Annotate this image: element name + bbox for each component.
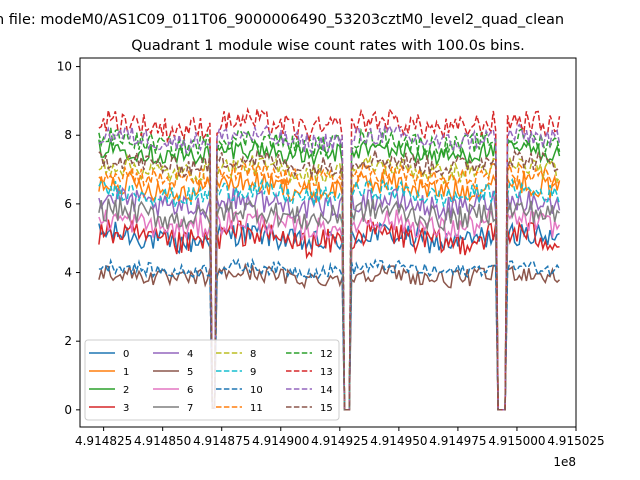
legend-label-15: 15: [320, 403, 333, 414]
legend-label-14: 14: [320, 385, 333, 396]
series-line-5: [98, 262, 561, 411]
y-tick-label: 10: [57, 60, 72, 74]
legend-label-10: 10: [250, 385, 263, 396]
series-line-6: [98, 207, 561, 411]
x-tick-label: 4.915025: [547, 434, 604, 448]
legend-label-5: 5: [187, 367, 193, 378]
y-tick-label: 2: [64, 334, 72, 348]
legend-label-6: 6: [187, 385, 193, 396]
series-line-7: [98, 197, 561, 411]
series-line-11: [98, 161, 560, 411]
y-tick-label: 0: [64, 403, 72, 417]
y-tick-label: 8: [64, 128, 72, 142]
series-line-12: [98, 126, 561, 411]
legend-label-0: 0: [123, 349, 129, 360]
legend-label-3: 3: [123, 403, 129, 414]
series-line-15: [98, 149, 560, 411]
x-tick-label: 4.914925: [311, 434, 368, 448]
legend-label-13: 13: [320, 367, 333, 378]
axes-frame: [79, 57, 577, 428]
x-tick-label: 4.914850: [134, 434, 191, 448]
legend-label-4: 4: [187, 349, 193, 360]
x-tick-label: 4.914875: [193, 434, 250, 448]
x-tick-label: 4.914950: [370, 434, 427, 448]
legend-label-7: 7: [187, 403, 193, 414]
series-line-1: [98, 170, 561, 411]
chart-title: Quadrant 1 module wise count rates with …: [131, 38, 525, 54]
figure-suptitle: n file: modeM0/AS1C09_011T06_9000006490_…: [0, 12, 564, 28]
legend-label-1: 1: [123, 367, 129, 378]
series-line-14: [98, 123, 561, 411]
series-line-0: [98, 221, 560, 411]
y-tick-label: 6: [64, 197, 72, 211]
legend-label-12: 12: [320, 349, 333, 360]
legend-label-8: 8: [250, 349, 256, 360]
legend-label-9: 9: [250, 367, 256, 378]
series-line-9: [98, 177, 561, 411]
y-tick-label: 4: [64, 266, 72, 280]
x-offset-label: 1e8: [553, 455, 576, 469]
series-line-3: [98, 218, 560, 411]
legend-label-2: 2: [123, 385, 129, 396]
legend-frame: [84, 339, 340, 421]
x-tick-label: 4.914975: [429, 434, 486, 448]
series-group: [98, 106, 561, 411]
x-tick-label: 4.915000: [488, 434, 545, 448]
x-tick-label: 4.914825: [75, 434, 132, 448]
x-axis-ticks: 4.914825 4.914850 4.914875 4.914900 4.914925…: [75, 427, 605, 448]
legend-label-11: 11: [250, 403, 263, 414]
x-tick-label: 4.914900: [252, 434, 309, 448]
y-axis-ticks: 0 2 4 6 8 10: [57, 60, 80, 417]
